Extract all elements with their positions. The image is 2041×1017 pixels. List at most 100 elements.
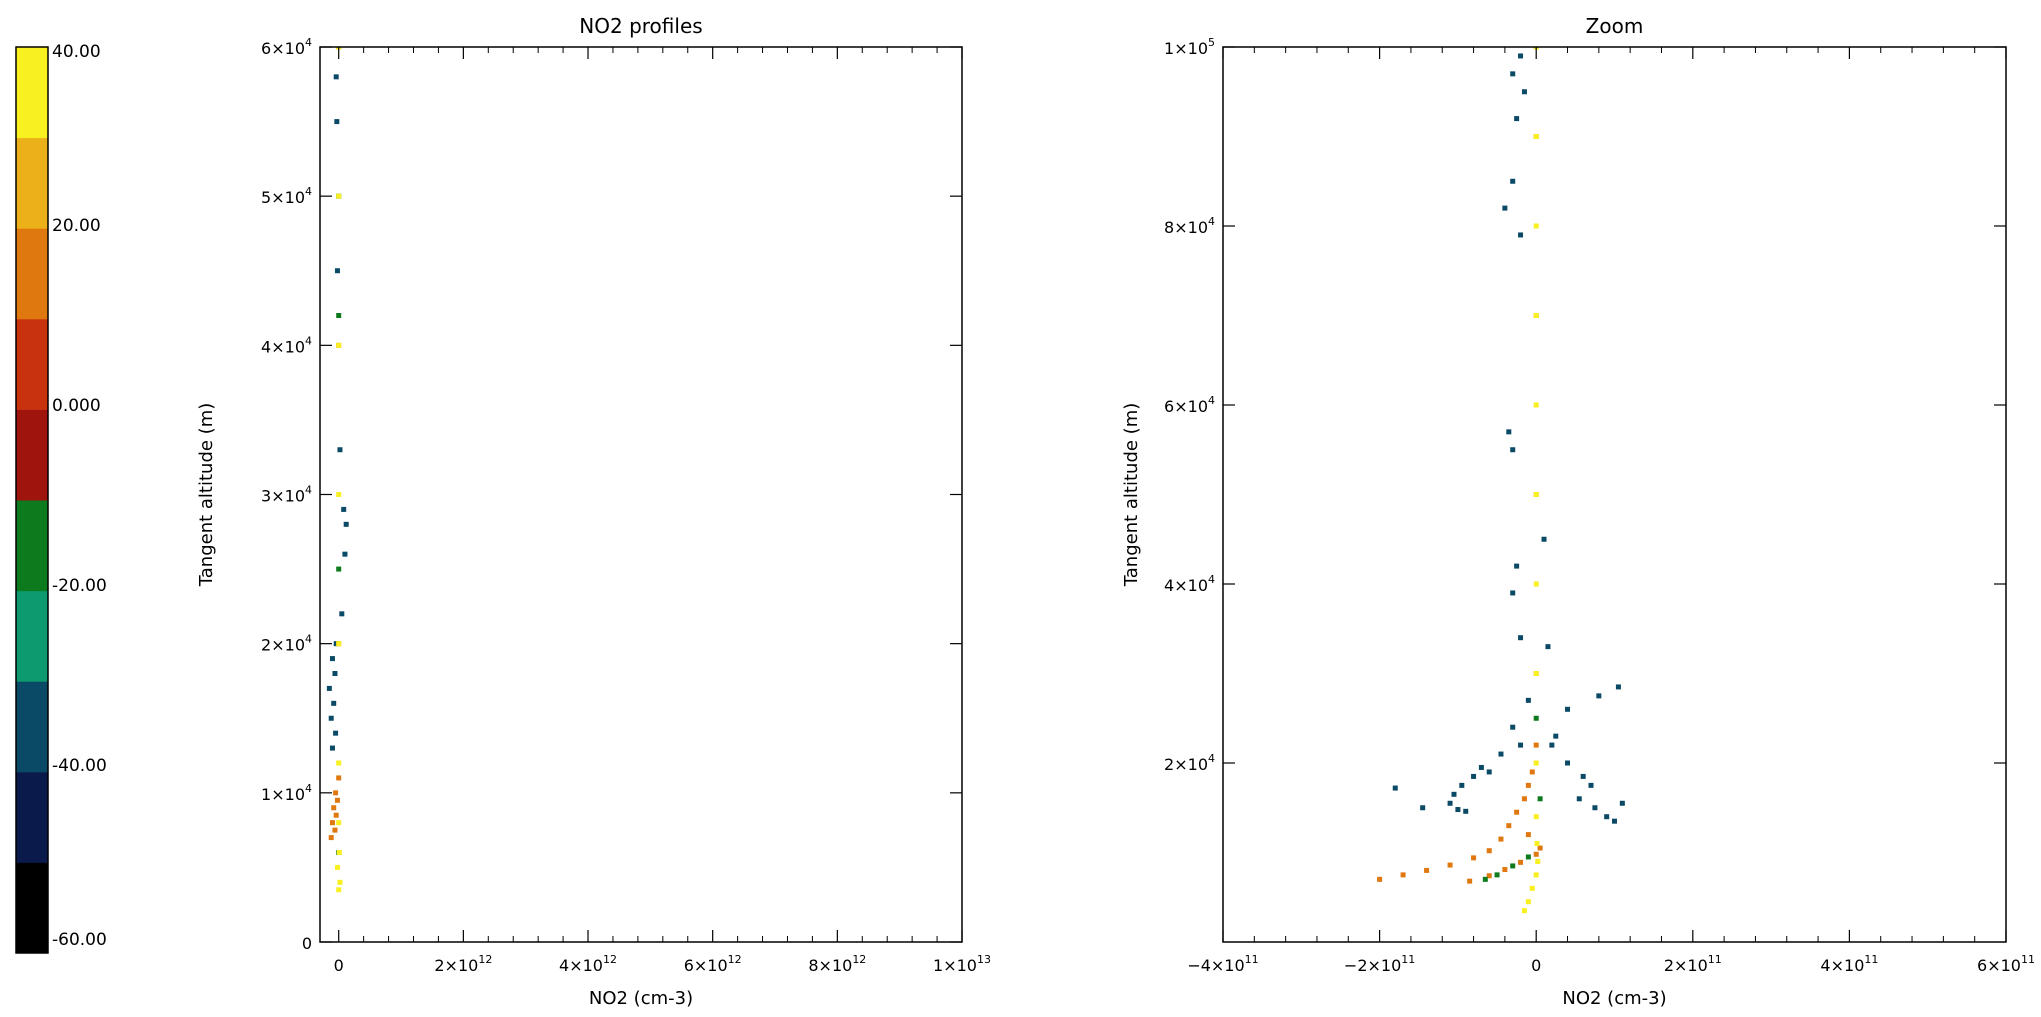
data-point bbox=[1514, 116, 1520, 122]
data-point bbox=[1533, 134, 1539, 139]
data-point bbox=[1533, 814, 1539, 820]
data-point bbox=[328, 835, 334, 841]
plot-frame bbox=[319, 46, 963, 943]
data-point bbox=[1506, 429, 1512, 435]
data-point bbox=[1392, 785, 1398, 791]
colorbar-segment bbox=[16, 500, 48, 592]
x-tick-label: 8×1012 bbox=[808, 953, 866, 975]
y-tick-label: 0 bbox=[302, 934, 312, 953]
data-point bbox=[1510, 590, 1516, 596]
data-point bbox=[1533, 492, 1539, 497]
data-point bbox=[1494, 872, 1500, 878]
data-point bbox=[1521, 908, 1527, 914]
data-point bbox=[326, 685, 332, 691]
x-tick-label: 6×1012 bbox=[684, 953, 742, 975]
colorbar-tick-label: 40.00 bbox=[52, 42, 101, 62]
data-points bbox=[1377, 47, 1625, 914]
colorbar: 40.00 20.00 0.000 -20.00 -40.00 -60.00 bbox=[15, 42, 107, 954]
data-point bbox=[1525, 782, 1531, 788]
x-axis-label: NO2 (cm-3) bbox=[1562, 988, 1666, 1009]
data-point bbox=[333, 790, 339, 796]
data-point bbox=[1576, 796, 1582, 802]
x-tick-label: 6×1011 bbox=[1977, 953, 2035, 975]
data-point bbox=[336, 566, 342, 572]
x-tick-label: 1×1013 bbox=[933, 953, 991, 975]
data-point bbox=[333, 812, 339, 818]
colorbar-segment bbox=[16, 590, 48, 682]
colorbar-tick-label: -20.00 bbox=[52, 576, 107, 596]
data-point bbox=[337, 879, 343, 885]
data-point bbox=[1424, 867, 1430, 873]
data-point bbox=[336, 492, 342, 497]
data-point bbox=[336, 820, 342, 826]
y-tick-label: 1×105 bbox=[1164, 36, 1215, 58]
y-tick-label: 2×104 bbox=[1164, 752, 1215, 774]
data-point bbox=[1533, 851, 1539, 857]
data-point bbox=[341, 506, 347, 512]
data-point bbox=[334, 119, 340, 125]
data-point bbox=[1596, 693, 1602, 699]
data-point bbox=[1588, 782, 1594, 788]
colorbar-tick-label: -60.00 bbox=[52, 930, 107, 950]
data-point bbox=[1510, 447, 1516, 453]
data-point bbox=[329, 745, 335, 751]
data-point bbox=[1400, 872, 1406, 878]
data-point bbox=[1521, 796, 1527, 802]
data-point bbox=[1541, 536, 1547, 542]
data-point bbox=[1478, 764, 1484, 770]
colorbar-frame bbox=[15, 46, 49, 954]
colorbar-tick-label: 20.00 bbox=[52, 216, 101, 236]
data-point bbox=[1535, 858, 1541, 864]
data-point bbox=[1615, 684, 1621, 690]
data-point bbox=[1447, 800, 1453, 806]
data-point bbox=[1533, 313, 1539, 318]
x-tick-label: −4×1011 bbox=[1187, 953, 1258, 975]
data-points bbox=[326, 47, 349, 893]
data-point bbox=[336, 313, 342, 318]
data-point bbox=[337, 447, 343, 453]
data-point bbox=[342, 551, 348, 557]
data-point bbox=[1619, 800, 1625, 806]
data-point bbox=[343, 521, 349, 527]
data-point bbox=[336, 775, 342, 781]
data-point bbox=[1533, 223, 1539, 229]
data-point bbox=[1510, 863, 1516, 869]
x-tick-label: −2×1011 bbox=[1344, 953, 1415, 975]
x-tick-label: 0 bbox=[334, 956, 344, 975]
y-tick-label: 5×104 bbox=[261, 185, 312, 207]
data-point bbox=[1486, 848, 1492, 854]
data-point bbox=[334, 864, 340, 870]
data-point bbox=[1420, 805, 1426, 811]
data-point bbox=[1498, 836, 1504, 842]
data-point bbox=[1525, 697, 1531, 703]
data-point bbox=[1451, 791, 1457, 797]
data-point bbox=[332, 671, 338, 676]
data-point bbox=[1510, 724, 1516, 730]
data-point bbox=[1463, 808, 1469, 814]
data-point bbox=[1533, 402, 1539, 408]
data-point bbox=[336, 887, 342, 893]
data-point bbox=[1525, 899, 1531, 905]
data-point bbox=[1545, 644, 1551, 650]
y-tick-label: 8×104 bbox=[1164, 215, 1215, 237]
data-point bbox=[1533, 742, 1539, 748]
y-tick-label: 4×104 bbox=[261, 334, 312, 356]
data-point bbox=[1471, 773, 1477, 779]
y-tick-label: 6×104 bbox=[1164, 394, 1215, 416]
data-point bbox=[339, 611, 345, 617]
data-point bbox=[331, 700, 337, 706]
colorbar-segment bbox=[16, 47, 48, 139]
data-point bbox=[1482, 876, 1488, 882]
y-axis-label: Tangent altitude (m) bbox=[1121, 403, 1142, 588]
data-point bbox=[334, 797, 340, 803]
data-point bbox=[1612, 818, 1617, 824]
data-point bbox=[1455, 807, 1461, 813]
x-tick-label: 4×1012 bbox=[559, 953, 617, 975]
data-point bbox=[1467, 878, 1473, 884]
colorbar-segment bbox=[16, 409, 48, 501]
data-point bbox=[328, 715, 334, 721]
x-tick-label: 4×1011 bbox=[1820, 953, 1878, 975]
data-point bbox=[331, 805, 337, 811]
data-point bbox=[1533, 671, 1539, 676]
x-axis-label: NO2 (cm-3) bbox=[589, 988, 693, 1009]
